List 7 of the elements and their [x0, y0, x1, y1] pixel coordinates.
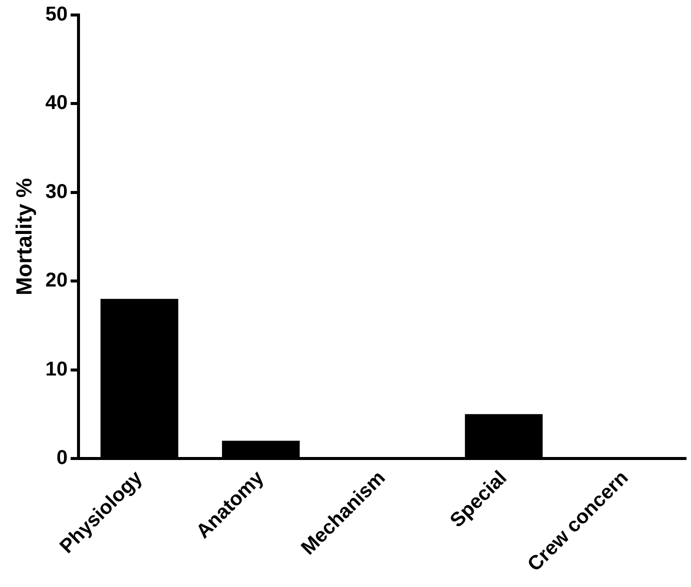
y-tick-label: 30 — [45, 180, 68, 203]
y-tick-label: 40 — [45, 92, 68, 114]
y-tick-label: 20 — [45, 270, 68, 292]
y-axis-title: Mortality % — [11, 178, 36, 296]
y-tick-label: 10 — [45, 358, 68, 380]
y-tick-label: 50 — [45, 4, 68, 26]
y-tick-label: 0 — [56, 447, 68, 470]
